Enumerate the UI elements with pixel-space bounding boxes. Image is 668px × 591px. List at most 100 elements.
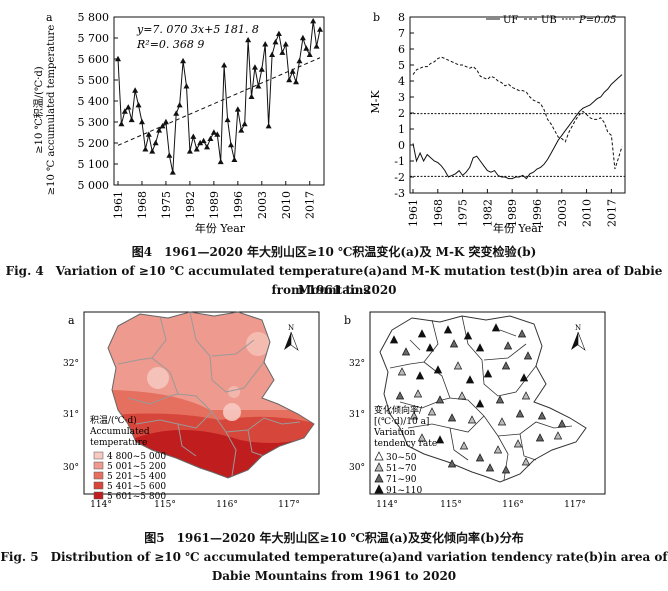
fig4a-data-point [204,144,211,150]
fig4a-ytick-label: 5 800 [78,11,110,24]
fig5b-station-marker [513,439,523,448]
fig4a-xlabel: 年份 Year [195,221,246,235]
fig4a-panel-label: a [46,11,53,24]
fig4a-data-point [262,41,269,47]
fig4a-data-point [149,148,156,154]
fig4a-data-point [115,55,121,62]
fig4a-data-point [142,146,149,152]
fig4a-data-point [234,106,241,112]
fig5a-legend-5: 5 601~5 800 [107,492,166,502]
fig5b-station-marker [433,365,443,374]
fig5b-station-marker [515,409,525,418]
fig5b-station-marker [457,391,467,400]
fig5b-markers [389,323,567,474]
fig5a-legend-3: 5 201~5 400 [107,472,166,482]
fig5b-panel-label: b [344,314,351,327]
fig5b-station-marker [503,341,513,350]
fig4a-data-point [145,131,152,137]
fig5b-xtick-116: 116° [502,500,524,510]
fig5b-station-marker [557,419,567,428]
fig4a-data-point [190,133,197,139]
fig5a-legend-title-3: temperature [90,438,147,448]
fig5a-legend-2: 5 001~5 200 [107,462,166,472]
fig5b-legend: 变化倾向率/ [(℃·d)/10 a] Variation tendency r… [373,404,437,496]
fig4a-ytick-label: 5 100 [78,158,110,171]
fig5a-ytick-31: 31° [63,410,79,420]
fig4b-xlabel: 年份 Year [493,221,544,235]
fig4a-data-point [313,43,320,49]
fig4a-data-point [180,57,187,64]
fig5b-station-marker [425,343,435,352]
fig5-caption-en-line1: Fig. 5 Distribution of ≥10 ℃ accumulated… [0,550,668,564]
fig5a-legend-4: 5 401~5 600 [107,482,166,492]
fig5a-ytick-30: 30° [63,463,79,473]
fig5b-legend-2: 51~70 [386,464,417,474]
fig4a-data-point [282,41,289,47]
fig4a-xtick-label: 1989 [208,191,221,219]
fig4a-xtick-label: 1996 [232,191,245,219]
fig4b-ytick-label: 5 [398,59,405,72]
fig5b-station-marker [427,407,437,416]
fig5b-station-marker [521,391,531,400]
fig4b-ytick-label: 3 [398,91,405,104]
fig4b-chart: b M-K -3 -2 -1 0 1 2 3 4 5 6 7 8 1961 1968 1975 1982 19… [369,11,626,235]
fig5b-station-marker [521,457,531,466]
fig4b-xtick-label: 1989 [506,199,519,227]
fig4a-data-point [317,26,323,32]
fig5a-xticks: 114° 115° 116° 117° [90,500,300,510]
fig5b-xtick-117: 117° [564,500,586,510]
fig5a-panel-label: a [68,314,75,327]
fig5b-station-marker [413,389,423,398]
fig5a-boundary [107,311,315,479]
fig4a-data-point [293,78,300,85]
fig5b-station-marker [493,445,503,454]
fig4a-data-point [186,148,193,154]
fig4a-data-point [303,45,310,51]
fig4a-data-point [183,83,190,89]
fig5b-station-marker [417,329,427,338]
fig4a-data-point [138,118,145,125]
fig5b-station-marker [553,431,563,440]
fig4b-xtick-label: 2017 [605,199,618,227]
fig4b-ytick-label: 8 [398,11,405,24]
fig4b-ytick-label: 0 [398,139,405,152]
fig4b-ytick-label: -2 [394,171,405,184]
fig4a-data-point [132,87,139,93]
fig5a-legend-title-2: Accumulated [89,427,150,437]
fig5b-station-marker [453,361,463,370]
fig4a-data-point [269,51,276,57]
fig5a-xtick-114: 114° [90,500,112,510]
fig4b-ylabel: M-K [369,90,382,114]
fig5b-station-marker [495,395,505,404]
fig4a-data-point [200,137,207,144]
fig4a-data-point [241,120,248,127]
fig4b-frame [409,16,626,194]
fig5b-map: b N 变化倾向率/ [(℃·d)/10 a] Variation tenden… [344,311,606,510]
fig4a-data-point [296,57,303,64]
fig5b-station-marker [435,435,445,444]
fig4b-xtick-label: 2003 [556,199,569,227]
fig5b-legend-title-4: tendency rate [374,439,437,449]
fig5b-station-marker [389,335,399,344]
svg-text:N: N [575,324,581,332]
fig4a-xtick-label: 1975 [160,191,173,219]
fig4a-data-point [224,116,231,123]
fig5a-yticks: 32° 31° 30° [63,359,79,473]
fig4b-ytick-label: 1 [398,123,405,136]
fig4a-data-point [238,127,245,133]
fig4a-trend-line [117,57,321,146]
fig4a-data-point [255,83,262,89]
fig4b-ytick-label: 4 [398,75,405,88]
fig4b-xtick-label: 1996 [531,199,544,227]
fig5b-station-marker [459,441,469,450]
fig5b-station-marker [417,433,427,442]
fig5-caption-en-line2: Dabie Mountains from 1961 to 2020 [211,569,457,583]
fig5b-legend-1: 30~50 [386,453,417,463]
fig4a-data-point [275,30,282,36]
fig4a-data-point [251,64,258,70]
fig5b-station-marker [523,351,533,360]
fig5b-station-marker [519,373,529,382]
fig4a-data-point [125,104,132,110]
fig4a-data-point [162,118,169,125]
fig4a-data-point [197,139,204,146]
